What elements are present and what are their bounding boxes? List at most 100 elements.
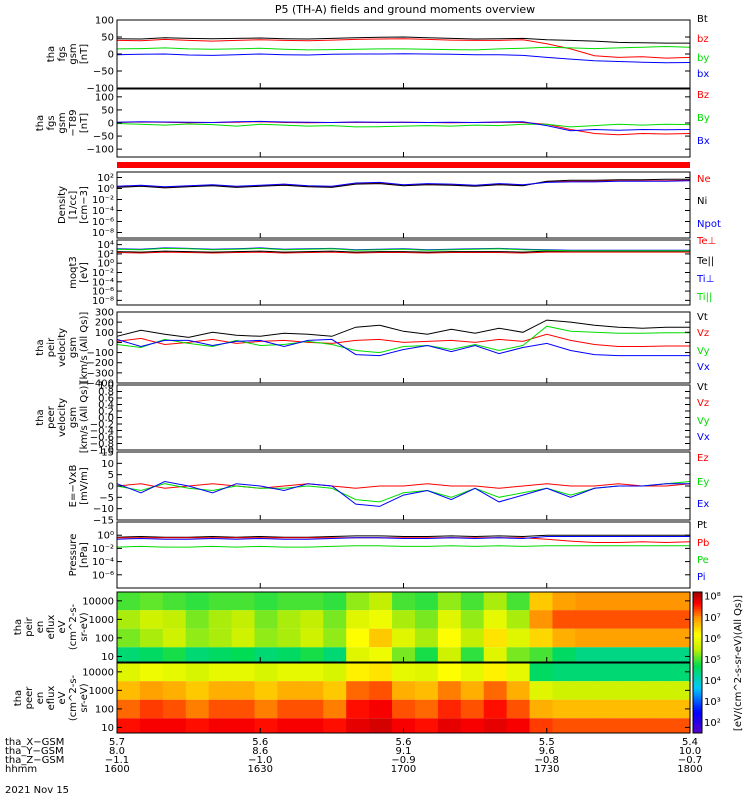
fgs-ytick-label: −50	[93, 67, 114, 78]
peer_vel-ytick-label: 1.0	[98, 381, 114, 392]
peir_spec-cell	[346, 610, 370, 629]
peir_spec-cell	[644, 628, 668, 648]
peir_spec-cell	[414, 628, 439, 648]
peir_spec-cell	[117, 610, 141, 629]
fgs_t89-ylabel: −T89	[68, 109, 79, 136]
peer_vel-ytick-label: −0.6	[90, 433, 114, 444]
density-ytick-label: 10⁻²	[92, 195, 114, 206]
peer_spec-cell	[300, 663, 324, 682]
peir_spec-ytick-label: 10000	[82, 596, 114, 607]
pressure-ytick-label: 10⁻⁴	[92, 557, 114, 568]
fgs_t89-legend-blue: Bx	[697, 136, 710, 147]
time-axis-value: 5.6	[252, 737, 268, 748]
peir_spec-cell	[162, 592, 187, 611]
peer_spec-cell	[300, 699, 324, 719]
peer_spec-cell	[231, 699, 256, 719]
panel-peer_vel: 1.00.80.60.40.20.0−0.2−0.4−0.6−0.8−1.0 th…	[35, 381, 710, 457]
peir_spec-cell	[117, 592, 141, 611]
density-ylabel: Density	[57, 186, 68, 224]
peer_spec-cell	[277, 681, 301, 700]
peir_spec-cell	[369, 647, 393, 662]
peer_spec-cell	[185, 663, 210, 682]
peir_spec-cell	[346, 647, 370, 662]
peir_spec-ytick-label: 100	[95, 633, 114, 644]
peir_vel-legend-blue: Vx	[697, 362, 710, 373]
peir_spec-ylabel: tha	[13, 619, 24, 635]
fgs-ylabel: gsm	[68, 43, 79, 64]
peer_spec-cell	[621, 663, 645, 682]
efield-ytick-label: 0	[108, 482, 114, 493]
colorbar-step	[693, 622, 702, 626]
fgs-ytick-label: 50	[101, 33, 114, 44]
colorbar-step	[693, 695, 702, 699]
peer_spec-cell	[460, 718, 485, 733]
peer_spec-cell	[392, 699, 416, 719]
peir_spec-ylabel: peir	[24, 616, 35, 636]
colorbar-step	[693, 629, 702, 633]
colorbar-step	[693, 664, 702, 668]
fgs_t89-ytick-label: −50	[93, 132, 114, 143]
peir_spec-cell	[529, 628, 554, 648]
peer_vel-ytick-label: 0.4	[98, 400, 114, 411]
peir_vel-ylabel: peir	[46, 337, 57, 357]
colorbar-step	[693, 592, 702, 595]
pressure-series-blue	[116, 536, 690, 540]
temperature-legend-red: Te⊥	[696, 236, 716, 247]
peer_spec-cell	[117, 718, 141, 733]
peir_spec-cell	[162, 628, 187, 648]
peer_spec-cell	[208, 681, 233, 700]
peir_spec-cell	[460, 628, 485, 648]
peir_spec-cell	[575, 610, 599, 629]
peer_spec-cell	[644, 718, 668, 733]
time-axis-value: −0.9	[391, 755, 415, 766]
peer_spec-cell	[208, 699, 233, 719]
panel-peir_spec: 10000 1000 100 10 tha peir en eflux eV (cm^2-s-sr…	[13, 591, 691, 663]
peir_spec-cell	[185, 610, 210, 629]
peer_spec-cell	[552, 718, 576, 733]
colorbar-step	[693, 709, 702, 713]
peir_vel-series-black	[116, 319, 690, 338]
peer_spec-cell	[552, 681, 576, 700]
peir_spec-cell	[323, 628, 347, 648]
fgs-ytick-label: 0	[108, 50, 114, 61]
peir_spec-cell	[483, 610, 508, 629]
density-ylabel: [1/cc]	[68, 191, 79, 220]
fgs_t89-legend-red: Bz	[697, 90, 709, 101]
efield-ytick-label: 10	[101, 459, 114, 470]
peer_spec-cell	[323, 699, 347, 719]
peer_spec-ylabel: tha	[13, 690, 24, 706]
colorbar-step	[693, 725, 702, 729]
peir_spec-cell	[621, 628, 645, 648]
peer_vel-ytick-label: 0.8	[98, 387, 114, 398]
peir_spec-cell	[231, 647, 256, 662]
fgs-ytick-label: 100	[95, 16, 114, 27]
colorbar-tick-label: 10²	[704, 718, 721, 729]
peir_vel-ytick-label: −400	[87, 379, 114, 390]
colorbar-step	[693, 641, 702, 645]
density-ytick-label: 10²	[97, 173, 114, 184]
peir_vel-legend-red: Vz	[697, 328, 709, 339]
colorbar-step	[693, 693, 702, 696]
peer_spec-cell	[231, 718, 256, 733]
efield-legend-red: Ez	[697, 453, 709, 464]
temperature-legend-green: Ti||	[696, 292, 712, 303]
efield-ytick-label: −10	[93, 504, 114, 515]
colorbar-tick-label: 10³	[704, 697, 721, 708]
colorbar-step	[693, 657, 702, 661]
peir_spec-cell	[460, 647, 485, 662]
peer_spec-ylabel: eV	[57, 691, 68, 704]
fgs-legend-blue: bx	[697, 69, 709, 80]
peir_vel-frame	[116, 311, 691, 384]
peer_spec-cell	[414, 681, 439, 700]
efield-ytick-label: 5	[108, 470, 114, 481]
colorbar-step	[693, 627, 702, 631]
peir_spec-ylabel: (cm^2-s-	[68, 603, 79, 650]
colorbar-step	[693, 650, 702, 654]
peir_vel-ytick-label: −100	[87, 348, 114, 359]
peer_vel-ytick-label: 0.2	[98, 407, 114, 418]
peer_spec-cell	[346, 699, 370, 719]
density-legend-red: Ne	[697, 174, 711, 185]
peer_spec-cell	[506, 699, 531, 719]
time-axis-value: 5.4	[682, 737, 698, 748]
peir_vel-ytick-label: 300	[95, 308, 114, 319]
